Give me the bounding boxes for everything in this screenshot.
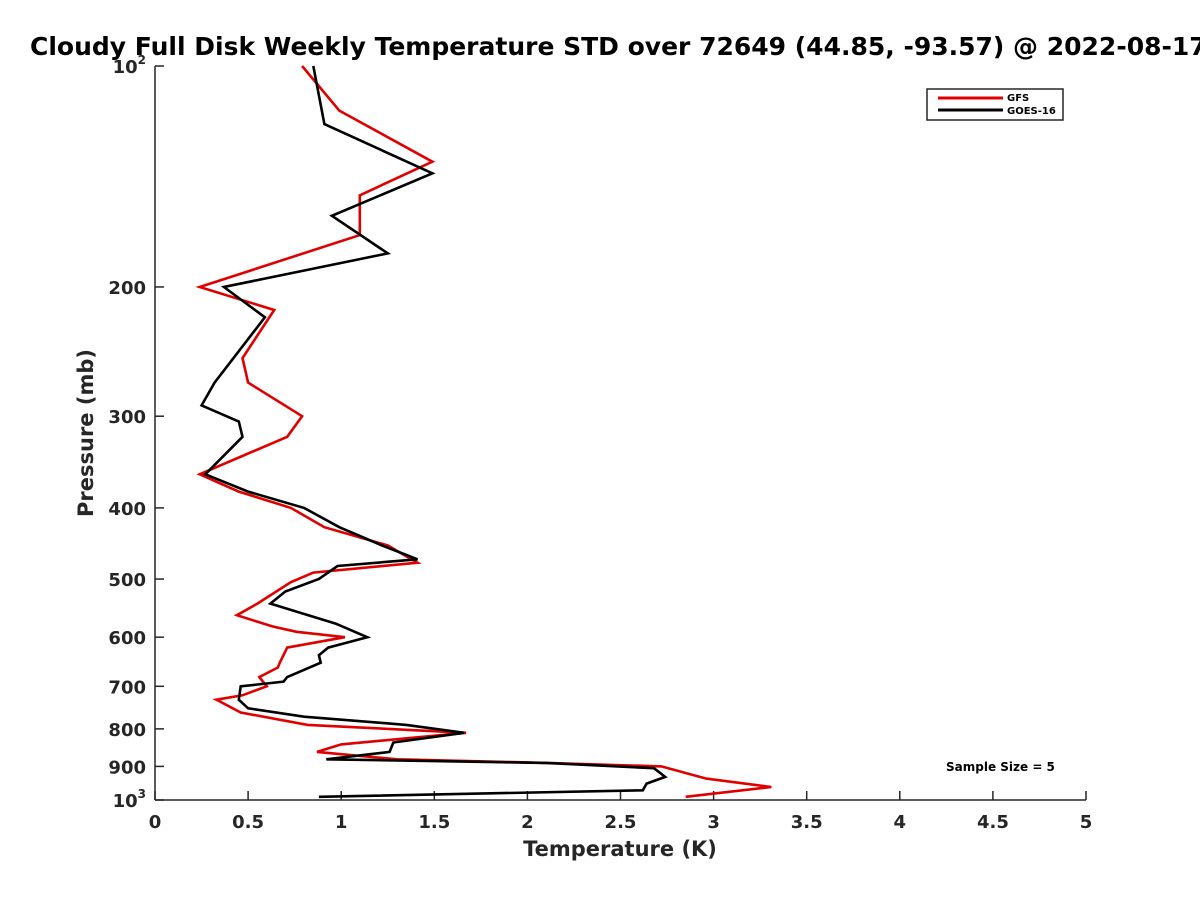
plot-area: 0 0.5 1 1.5 2 2.5 3 3.5 4 4.5 51022003004005006007…: [108, 53, 1092, 833]
sample-size-note: Sample Size = 5: [946, 760, 1055, 774]
x-tick-label: 0.5: [232, 812, 264, 833]
x-tick-label: 0: [149, 812, 162, 833]
x-tick-label: 4.5: [977, 812, 1009, 833]
y-tick-label: 400: [108, 499, 146, 520]
y-tick-label: 900: [108, 757, 146, 778]
y-tick-label: 102: [113, 53, 146, 78]
x-tick-label: 3.5: [791, 812, 823, 833]
y-tick-label: 103: [113, 787, 146, 812]
y-tick-label-exponent: 3: [138, 787, 146, 801]
y-axis-label: Pressure (mb): [74, 349, 98, 517]
y-tick-label-base: 10: [113, 57, 138, 78]
x-tick-label: 1: [335, 812, 348, 833]
x-tick-label: 5: [1080, 812, 1093, 833]
x-tick-label: 3: [707, 812, 720, 833]
y-tick-label: 600: [108, 628, 146, 649]
y-tick-label: 300: [108, 407, 146, 428]
y-tick-label: 800: [108, 720, 146, 741]
legend-box: [926, 88, 1064, 121]
x-axis-label: Temperature (K): [523, 837, 717, 861]
legend-label-goes-16: GOES-16: [1007, 106, 1056, 117]
y-tick-label: 700: [108, 677, 146, 698]
x-tick-label: 1.5: [418, 812, 450, 833]
y-tick-label: 500: [108, 570, 146, 591]
series-line-gfs: [195, 65, 772, 799]
y-tick-label-base: 10: [113, 791, 138, 812]
y-tick-label: 200: [108, 278, 146, 299]
x-tick-label: 2.5: [605, 812, 637, 833]
x-tick-label: 4: [894, 812, 907, 833]
legend-label-gfs: GFS: [1007, 93, 1029, 104]
x-tick-label: 2: [521, 812, 534, 833]
chart-title: Cloudy Full Disk Weekly Temperature STD …: [30, 32, 1200, 61]
y-tick-label-exponent: 2: [138, 53, 146, 67]
series-line-goes-16: [199, 65, 668, 799]
legend: GFS GOES-16: [926, 88, 1064, 121]
